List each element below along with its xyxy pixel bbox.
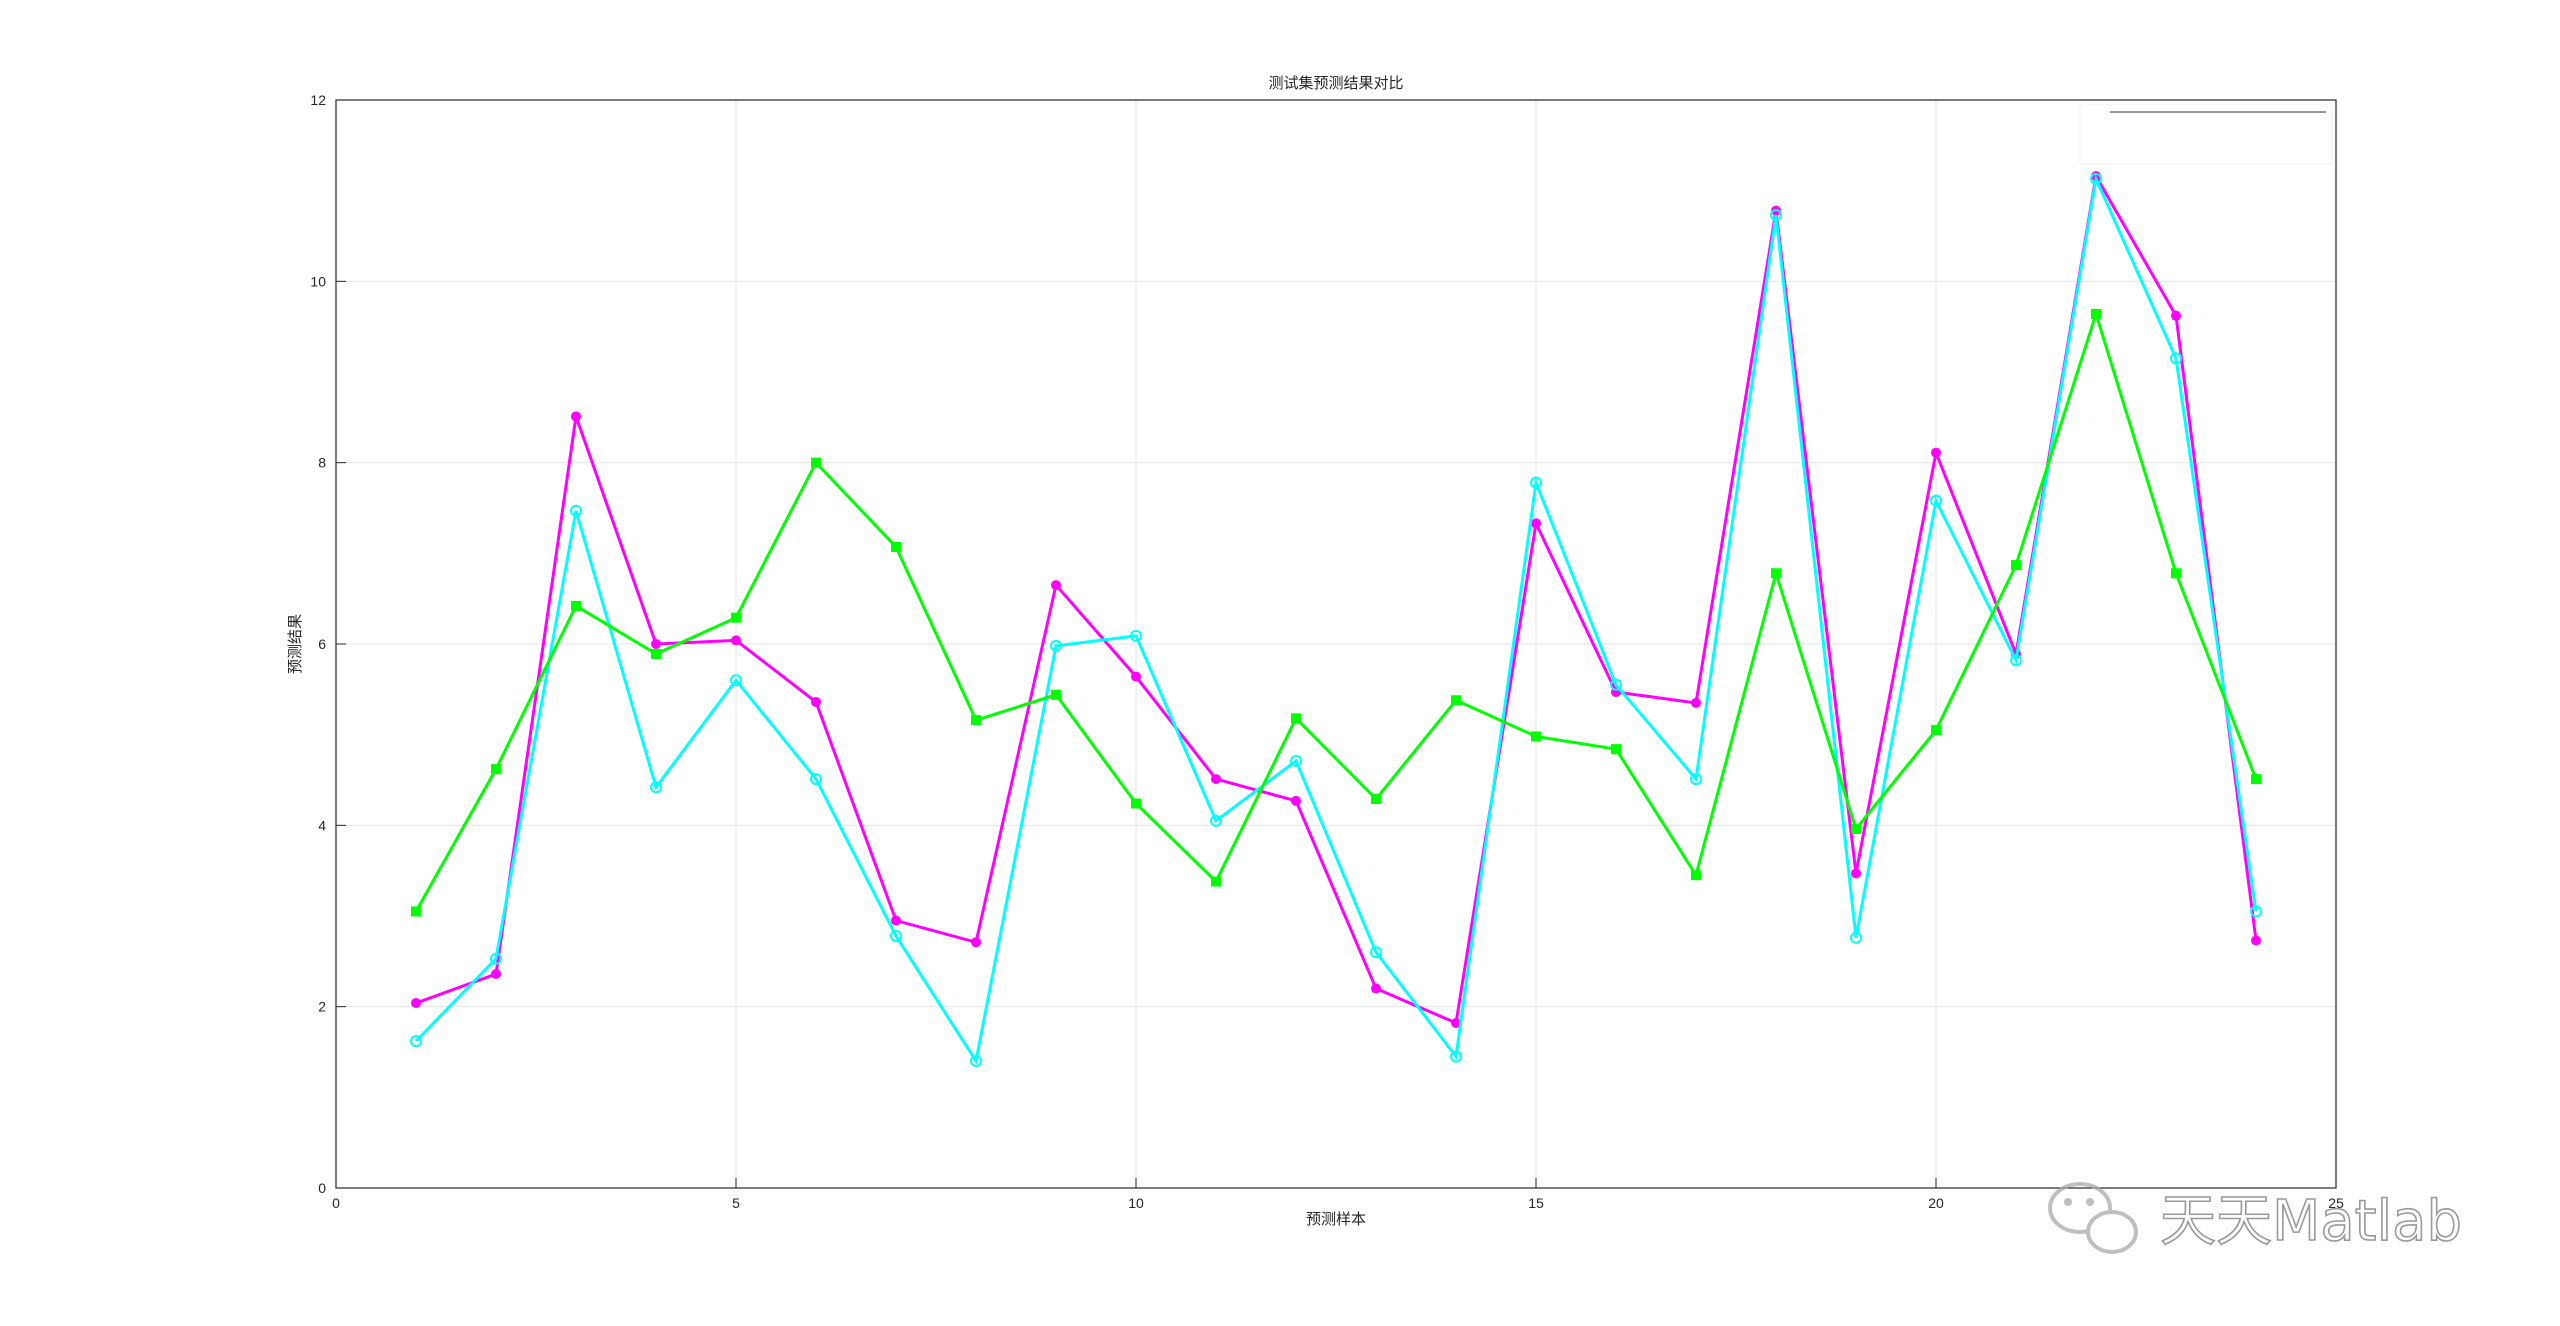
marker: [1530, 476, 1542, 489]
marker: [1930, 494, 1942, 507]
marker: [2011, 560, 2021, 571]
marker: [1051, 580, 1061, 591]
axes-box: [335, 99, 2337, 1189]
y-tick-label: 2: [318, 999, 326, 1015]
marker: [1531, 518, 1541, 529]
marker: [811, 457, 821, 468]
marker: [1851, 868, 1861, 879]
marker: [1050, 639, 1062, 652]
watermark: 天天Matlab: [2160, 1189, 2462, 1254]
marker: [1291, 713, 1301, 724]
y-tick-label: 6: [318, 636, 326, 652]
marker: [1211, 876, 1221, 887]
marker: [491, 969, 501, 980]
marker: [2171, 568, 2181, 579]
y-tick-label: 4: [318, 817, 326, 833]
marker: [571, 600, 581, 611]
marker: [651, 648, 661, 659]
marker: [1290, 754, 1302, 767]
x-tick-label: 25: [2328, 1195, 2344, 1211]
series-line: [414, 173, 2258, 1066]
marker: [2171, 310, 2181, 321]
series-line: [414, 308, 2258, 913]
marker: [1531, 731, 1541, 742]
marker: [570, 504, 582, 517]
x-tick-label: 5: [732, 1195, 740, 1211]
marker: [1771, 568, 1781, 579]
marker: [1931, 447, 1941, 458]
y-axis-label: 预测结果: [286, 614, 304, 674]
x-tick-label: 10: [1128, 1195, 1144, 1211]
x-tick-label: 20: [1928, 1195, 1944, 1211]
marker: [1450, 1050, 1462, 1063]
marker: [1770, 209, 1782, 222]
marker: [1211, 774, 1221, 785]
marker: [410, 1035, 422, 1048]
marker: [1131, 671, 1141, 682]
series-line: [415, 171, 2258, 1026]
marker: [810, 773, 822, 786]
marker: [1691, 870, 1701, 881]
marker: [1131, 798, 1141, 809]
marker: [971, 937, 981, 948]
legend-box: [2079, 103, 2333, 165]
marker: [2091, 308, 2101, 319]
marker: [2170, 352, 2182, 365]
marker: [1691, 697, 1701, 708]
marker: [1690, 773, 1702, 786]
marker: [891, 915, 901, 926]
marker: [811, 697, 821, 708]
marker: [1210, 814, 1222, 827]
marker: [490, 952, 502, 965]
marker: [2251, 935, 2261, 946]
series-group: [410, 171, 2262, 1068]
marker: [730, 674, 742, 687]
marker: [2251, 774, 2261, 785]
marker: [2250, 905, 2262, 918]
marker: [1611, 744, 1621, 755]
marker: [491, 764, 501, 775]
marker: [891, 541, 901, 552]
marker: [651, 639, 661, 649]
y-tick-label: 0: [318, 1180, 326, 1196]
marker: [2090, 172, 2102, 185]
marker: [1931, 725, 1941, 736]
marker: [1371, 794, 1381, 805]
marker: [1051, 689, 1061, 700]
marker: [650, 781, 662, 794]
marker: [731, 635, 741, 646]
watermark-icon: [2048, 1182, 2138, 1254]
x-tick-label: 0: [332, 1195, 340, 1211]
x-tick-label: 15: [1528, 1195, 1544, 1211]
chart-title: 测试集预测结果对比: [1268, 74, 1403, 92]
marker: [1371, 983, 1381, 994]
marker: [2010, 654, 2022, 667]
y-tick-label: 8: [318, 455, 326, 471]
marker: [1291, 795, 1301, 806]
marker: [890, 929, 902, 942]
marker: [970, 1055, 982, 1068]
marker: [1451, 695, 1461, 706]
marker: [411, 998, 421, 1009]
marker: [1851, 823, 1861, 834]
y-tick-label: 10: [310, 273, 326, 289]
marker: [1610, 678, 1622, 691]
marker: [411, 906, 421, 917]
marker: [1370, 946, 1382, 959]
y-tick-label: 12: [310, 92, 326, 108]
marker: [971, 715, 981, 726]
marker: [1850, 931, 1862, 944]
x-axis-label: 预测样本: [1306, 1210, 1366, 1228]
marker: [1130, 629, 1142, 642]
marker: [731, 612, 741, 623]
marker: [571, 411, 581, 422]
